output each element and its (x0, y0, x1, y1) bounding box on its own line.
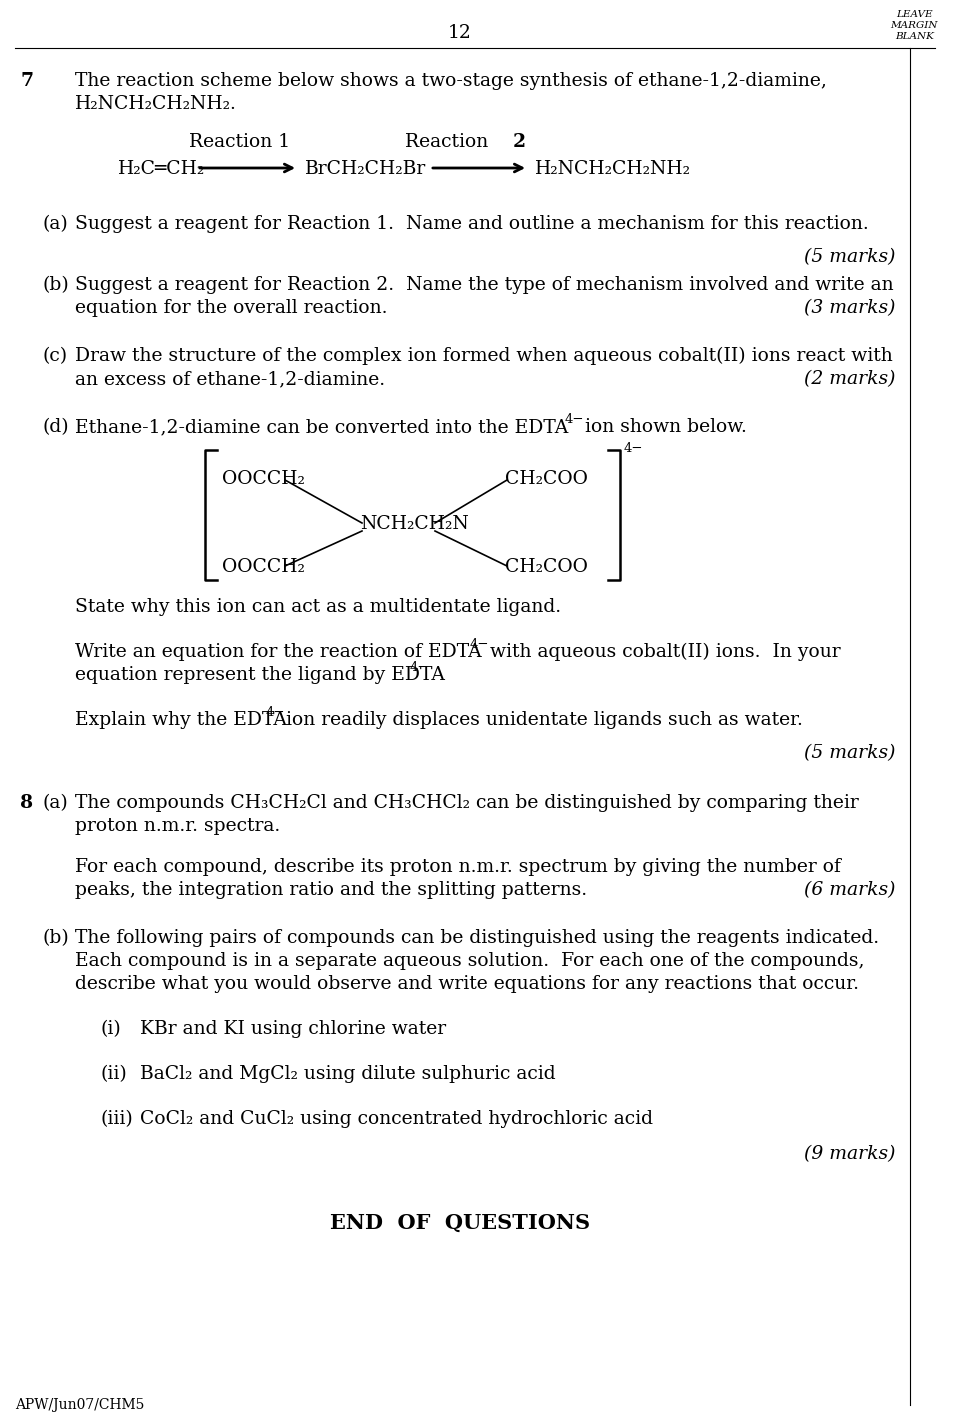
Text: ion readily displaces unidentate ligands such as water.: ion readily displaces unidentate ligands… (280, 710, 803, 729)
Text: (a): (a) (42, 216, 68, 233)
Text: OOCCH₂: OOCCH₂ (222, 469, 305, 488)
Text: (5 marks): (5 marks) (804, 248, 895, 267)
Text: Explain why the EDTA: Explain why the EDTA (75, 710, 287, 729)
Text: (b): (b) (42, 277, 69, 294)
Text: CH₂COO: CH₂COO (505, 559, 588, 576)
Text: Each compound is in a separate aqueous solution.  For each one of the compounds,: Each compound is in a separate aqueous s… (75, 951, 865, 970)
Text: OOCCH₂: OOCCH₂ (222, 559, 305, 576)
Text: 2: 2 (513, 133, 526, 150)
Text: Draw the structure of the complex ion formed when aqueous cobalt(II) ions react : Draw the structure of the complex ion fo… (75, 347, 893, 366)
Text: an excess of ethane-1,2-diamine.: an excess of ethane-1,2-diamine. (75, 370, 385, 389)
Text: (9 marks): (9 marks) (804, 1144, 895, 1163)
Text: equation represent the ligand by EDTA: equation represent the ligand by EDTA (75, 666, 444, 683)
Text: H₂C═CH₂: H₂C═CH₂ (118, 160, 205, 179)
Text: State why this ion can act as a multidentate ligand.: State why this ion can act as a multiden… (75, 598, 562, 615)
Text: 4−: 4− (266, 706, 285, 719)
Text: Reaction: Reaction (405, 133, 494, 150)
Text: (2 marks): (2 marks) (804, 370, 895, 389)
Text: (iii): (iii) (100, 1110, 132, 1127)
Text: The reaction scheme below shows a two-stage synthesis of ethane-1,2-diamine,: The reaction scheme below shows a two-st… (75, 72, 827, 89)
Text: (d): (d) (42, 418, 68, 435)
Text: 12: 12 (448, 24, 472, 43)
Text: For each compound, describe its proton n.m.r. spectrum by giving the number of: For each compound, describe its proton n… (75, 858, 841, 876)
Text: 7: 7 (20, 72, 33, 89)
Text: (ii): (ii) (100, 1065, 127, 1083)
Text: BaCl₂ and MgCl₂ using dilute sulphuric acid: BaCl₂ and MgCl₂ using dilute sulphuric a… (140, 1065, 556, 1083)
Text: Reaction 1: Reaction 1 (189, 133, 291, 150)
Text: ion shown below.: ion shown below. (579, 418, 747, 435)
Text: BrCH₂CH₂Br: BrCH₂CH₂Br (305, 160, 426, 179)
Text: proton n.m.r. spectra.: proton n.m.r. spectra. (75, 817, 280, 835)
Text: Suggest a reagent for Reaction 2.  Name the type of mechanism involved and write: Suggest a reagent for Reaction 2. Name t… (75, 277, 894, 294)
Text: NCH₂CH₂N: NCH₂CH₂N (360, 515, 468, 533)
Text: KBr and KI using chlorine water: KBr and KI using chlorine water (140, 1020, 446, 1038)
Text: describe what you would observe and write equations for any reactions that occur: describe what you would observe and writ… (75, 976, 859, 993)
Text: (6 marks): (6 marks) (804, 881, 895, 899)
Text: 8: 8 (20, 794, 34, 813)
Text: 4−: 4− (470, 638, 490, 651)
Text: (i): (i) (100, 1020, 121, 1038)
Text: (a): (a) (42, 794, 68, 813)
Text: equation for the overall reaction.: equation for the overall reaction. (75, 299, 388, 318)
Text: APW/Jun07/CHM5: APW/Jun07/CHM5 (15, 1398, 144, 1412)
Text: (3 marks): (3 marks) (804, 299, 895, 318)
Text: 4−: 4− (565, 413, 585, 425)
Text: The following pairs of compounds can be distinguished using the reagents indicat: The following pairs of compounds can be … (75, 929, 879, 947)
Text: (c): (c) (42, 347, 67, 364)
Text: 4−: 4− (410, 661, 429, 674)
Text: The compounds CH₃CH₂Cl and CH₃CHCl₂ can be distinguished by comparing their: The compounds CH₃CH₂Cl and CH₃CHCl₂ can … (75, 794, 859, 813)
Text: with aqueous cobalt(II) ions.  In your: with aqueous cobalt(II) ions. In your (484, 642, 841, 661)
Text: 4−: 4− (624, 442, 643, 455)
Text: H₂NCH₂CH₂NH₂: H₂NCH₂CH₂NH₂ (535, 160, 691, 179)
Text: CoCl₂ and CuCl₂ using concentrated hydrochloric acid: CoCl₂ and CuCl₂ using concentrated hydro… (140, 1110, 653, 1127)
Text: (5 marks): (5 marks) (804, 744, 895, 761)
Text: CH₂COO: CH₂COO (505, 469, 588, 488)
Text: Suggest a reagent for Reaction 1.  Name and outline a mechanism for this reactio: Suggest a reagent for Reaction 1. Name a… (75, 216, 869, 233)
Text: Ethane-1,2-diamine can be converted into the EDTA: Ethane-1,2-diamine can be converted into… (75, 418, 568, 435)
Text: Write an equation for the reaction of EDTA: Write an equation for the reaction of ED… (75, 642, 482, 661)
Text: peaks, the integration ratio and the splitting patterns.: peaks, the integration ratio and the spl… (75, 881, 588, 899)
Text: (b): (b) (42, 929, 69, 947)
Text: H₂NCH₂CH₂NH₂.: H₂NCH₂CH₂NH₂. (75, 95, 237, 113)
Text: LEAVE
MARGIN
BLANK: LEAVE MARGIN BLANK (891, 10, 938, 41)
Text: END  OF  QUESTIONS: END OF QUESTIONS (330, 1212, 590, 1234)
